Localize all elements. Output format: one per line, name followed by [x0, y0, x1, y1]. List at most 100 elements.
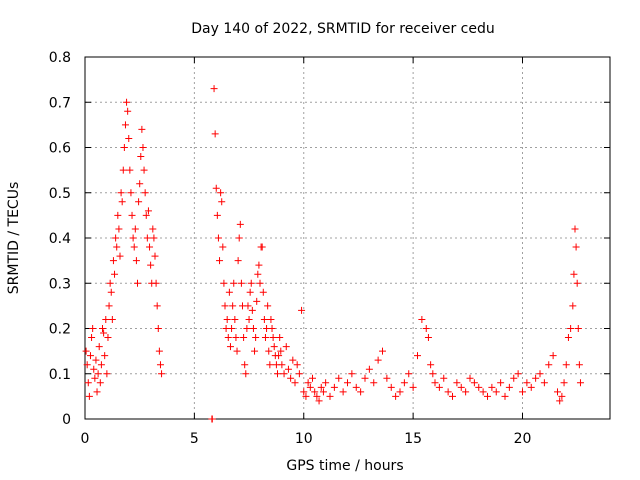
data-point — [302, 392, 310, 400]
data-point — [90, 365, 98, 373]
data-point — [149, 225, 157, 233]
data-point — [304, 379, 312, 387]
data-point — [82, 347, 90, 355]
data-point — [365, 365, 373, 373]
data-point — [287, 374, 295, 382]
data-point — [488, 383, 496, 391]
data-point — [267, 315, 275, 323]
data-point — [444, 388, 452, 396]
data-point — [93, 388, 101, 396]
data-point — [258, 243, 266, 251]
data-point — [293, 361, 301, 369]
data-point — [574, 325, 582, 332]
data-point — [514, 370, 522, 378]
data-point — [315, 397, 323, 405]
data-point — [449, 392, 456, 400]
data-point — [429, 370, 437, 378]
data-point — [224, 334, 232, 342]
data-point — [100, 329, 108, 337]
data-point — [259, 288, 267, 296]
data-point — [284, 365, 292, 373]
data-point — [146, 243, 154, 251]
data-point — [289, 356, 297, 364]
data-point — [96, 379, 104, 387]
data-point — [102, 315, 110, 323]
data-point — [254, 270, 262, 278]
data-point — [88, 334, 96, 342]
data-point — [348, 370, 356, 378]
data-point — [221, 302, 229, 310]
data-point — [255, 261, 263, 269]
data-point — [570, 270, 578, 278]
data-point — [252, 334, 260, 342]
data-point — [532, 374, 540, 382]
data-point — [379, 347, 386, 355]
data-point — [335, 374, 343, 382]
y-tick-label: 0.7 — [49, 95, 71, 111]
data-point — [217, 189, 225, 197]
data-point — [330, 383, 338, 391]
data-point — [374, 356, 382, 364]
data-point — [99, 325, 106, 332]
data-point — [484, 392, 491, 400]
data-point — [427, 361, 435, 369]
data-point — [232, 334, 240, 342]
data-point — [114, 211, 122, 219]
data-point — [85, 392, 93, 400]
data-point — [107, 288, 115, 296]
data-point — [424, 334, 432, 342]
data-point — [152, 279, 160, 287]
data-point — [220, 279, 228, 287]
x-tick-label: 0 — [81, 431, 90, 447]
data-point — [240, 334, 248, 342]
data-point — [440, 374, 448, 382]
data-point — [106, 279, 114, 287]
data-point — [418, 315, 426, 323]
data-point — [237, 279, 245, 287]
data-point — [383, 374, 391, 382]
data-point — [91, 374, 99, 382]
data-point — [134, 279, 141, 287]
data-point — [123, 98, 131, 106]
data-point — [121, 121, 129, 129]
data-point — [370, 379, 378, 387]
data-point — [558, 392, 566, 400]
data-point — [137, 153, 145, 161]
data-point — [497, 379, 505, 387]
data-point — [322, 379, 330, 387]
data-point — [246, 288, 254, 296]
data-point — [211, 130, 219, 138]
data-point — [431, 379, 439, 387]
data-point — [291, 379, 299, 387]
data-point — [562, 361, 570, 369]
data-point — [536, 370, 544, 378]
data-point — [130, 243, 138, 251]
data-point — [242, 370, 250, 378]
data-point — [120, 144, 128, 151]
data-point — [225, 288, 233, 296]
x-tick-label: 5 — [190, 431, 199, 447]
data-point — [111, 270, 119, 278]
data-point — [392, 392, 400, 400]
data-point — [400, 379, 408, 387]
x-tick-label: 20 — [514, 431, 532, 447]
data-point — [567, 325, 575, 332]
x-tick-label: 10 — [295, 431, 313, 447]
data-point — [150, 234, 158, 242]
data-point — [219, 243, 227, 251]
data-point — [216, 257, 224, 265]
data-point — [422, 325, 430, 332]
data-point — [256, 279, 264, 287]
data-point — [405, 370, 413, 378]
data-point — [247, 279, 255, 287]
data-point — [86, 352, 94, 360]
data-point — [344, 379, 351, 387]
data-point — [396, 388, 404, 396]
data-point — [309, 374, 316, 382]
data-point — [326, 392, 334, 400]
data-point — [113, 243, 121, 251]
data-point — [95, 343, 103, 351]
data-point — [560, 379, 568, 387]
data-point — [462, 388, 470, 396]
data-point — [235, 234, 243, 242]
